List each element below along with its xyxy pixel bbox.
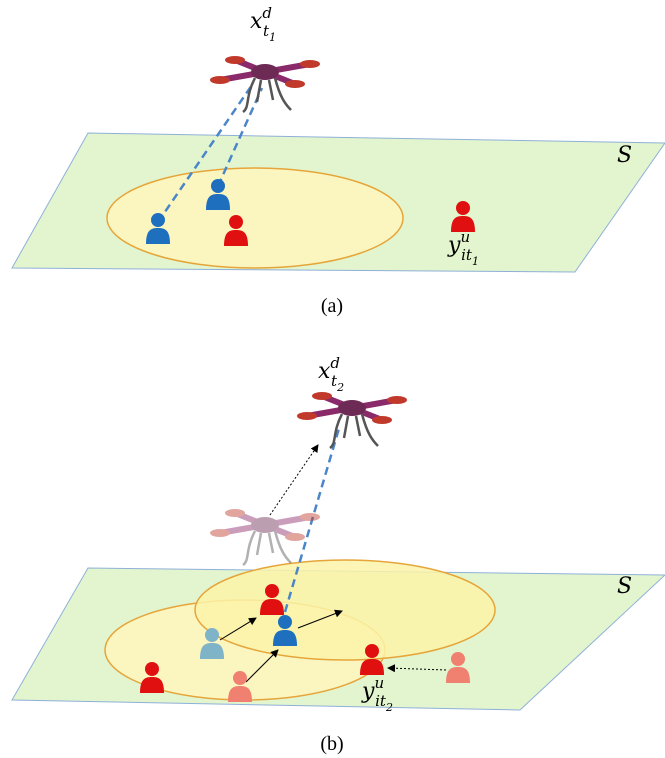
- drone: [297, 392, 407, 448]
- caption: (b): [320, 733, 343, 755]
- plane-label: S: [617, 574, 632, 599]
- drone-previous: [210, 509, 320, 565]
- caption: (a): [321, 295, 343, 317]
- coverage-new: [195, 560, 495, 660]
- drone: [210, 56, 320, 112]
- move-arrow: [270, 445, 318, 515]
- plane-label: S: [617, 143, 632, 168]
- diagram: xdt1 S yuit1 (a) xdt2 S yuit2 (b): [0, 0, 665, 758]
